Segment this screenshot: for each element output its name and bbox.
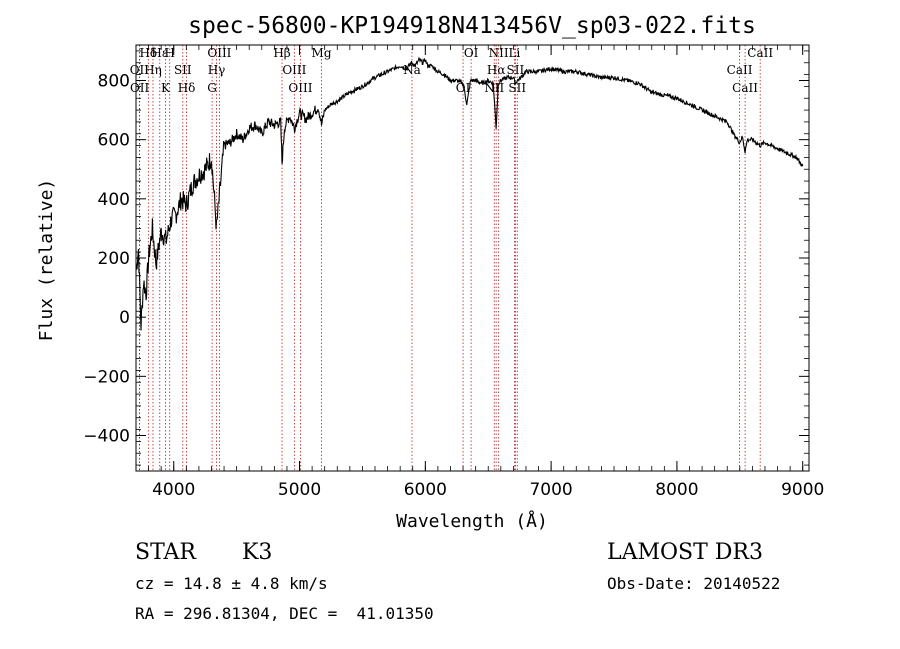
spectral-line-label: SII	[174, 63, 192, 77]
spectral-line-label: OIII	[282, 63, 306, 77]
survey-label: LAMOST DR3	[607, 540, 763, 565]
spectral-line-label: Hε	[151, 46, 168, 60]
spectral-line-label: CaII	[747, 46, 773, 60]
spectral-line-label: Mg	[312, 46, 332, 60]
spectral-line-label: OI	[464, 46, 479, 60]
x-tick-label: 6000	[404, 480, 447, 500]
marker-lines	[138, 45, 761, 471]
x-tick-label: 5000	[278, 480, 321, 500]
spectral-line-label: G	[207, 81, 217, 95]
y-axis: −400 −200 0 200 400 600 800	[83, 50, 809, 466]
x-tick-label: 4000	[152, 480, 195, 500]
spectral-line-label: Hη	[144, 63, 162, 77]
subclass: K3	[242, 540, 273, 565]
spectral-line-label: K	[161, 81, 171, 95]
object-class: STAR	[135, 540, 196, 565]
spectral-line-label: NII	[489, 46, 509, 60]
radec-text: RA = 296.81304, DEC = 41.01350	[135, 604, 434, 623]
y-axis-label: Flux (relative)	[36, 179, 57, 342]
spectral-line-label: OII	[130, 63, 150, 77]
spectral-line-label: NII	[484, 81, 504, 95]
spectral-line-label: Hδ	[178, 81, 196, 95]
marker-labels: HδOIIOIIHεHηKHSIIHδOIIIHγGHβOIIIOIIIMgNa…	[130, 46, 774, 95]
plot-frame	[135, 44, 810, 472]
spectral-line-label: H	[164, 46, 174, 60]
obs-date-text: Obs-Date: 20140522	[607, 574, 781, 593]
y-tick-label: 200	[98, 249, 130, 269]
y-tick-label: 0	[119, 308, 130, 328]
x-tick-label: 8000	[655, 480, 698, 500]
x-tick-label: 7000	[529, 480, 572, 500]
x-axis-label: Wavelength (Å)	[396, 510, 548, 532]
spectral-line-label: SII	[508, 81, 526, 95]
y-tick-label: 800	[98, 72, 130, 92]
spectrum-line	[135, 56, 804, 331]
y-tick-label: 400	[98, 190, 130, 210]
spectral-line-label: OIII	[288, 81, 312, 95]
spectral-line-label: OI	[456, 81, 471, 95]
spectral-line-label: CaII	[732, 81, 758, 95]
spectral-line-label: CaII	[727, 63, 753, 77]
spectral-line-label: OIII	[207, 46, 231, 60]
x-axis: 4000 5000 6000 7000 8000 9000	[135, 45, 824, 500]
spectral-line-label: Li	[508, 46, 520, 60]
x-tick-label: 9000	[781, 480, 824, 500]
spectral-line-label: Hδ	[139, 46, 157, 60]
spectral-line-label: Hα	[487, 63, 506, 77]
spectral-line-label: OII	[130, 81, 150, 95]
y-tick-label: −200	[83, 367, 130, 387]
chart-title: spec-56800-KP194918N413456V_sp03-022.fit…	[188, 13, 756, 39]
spectral-line-label: Hβ	[273, 46, 290, 60]
y-tick-label: −400	[83, 427, 130, 447]
redshift-text: cz = 14.8 ± 4.8 km/s	[135, 574, 328, 593]
spectral-line-label: Hγ	[208, 63, 226, 77]
spectral-line-label: SII	[507, 63, 525, 77]
y-tick-label: 600	[98, 131, 130, 151]
